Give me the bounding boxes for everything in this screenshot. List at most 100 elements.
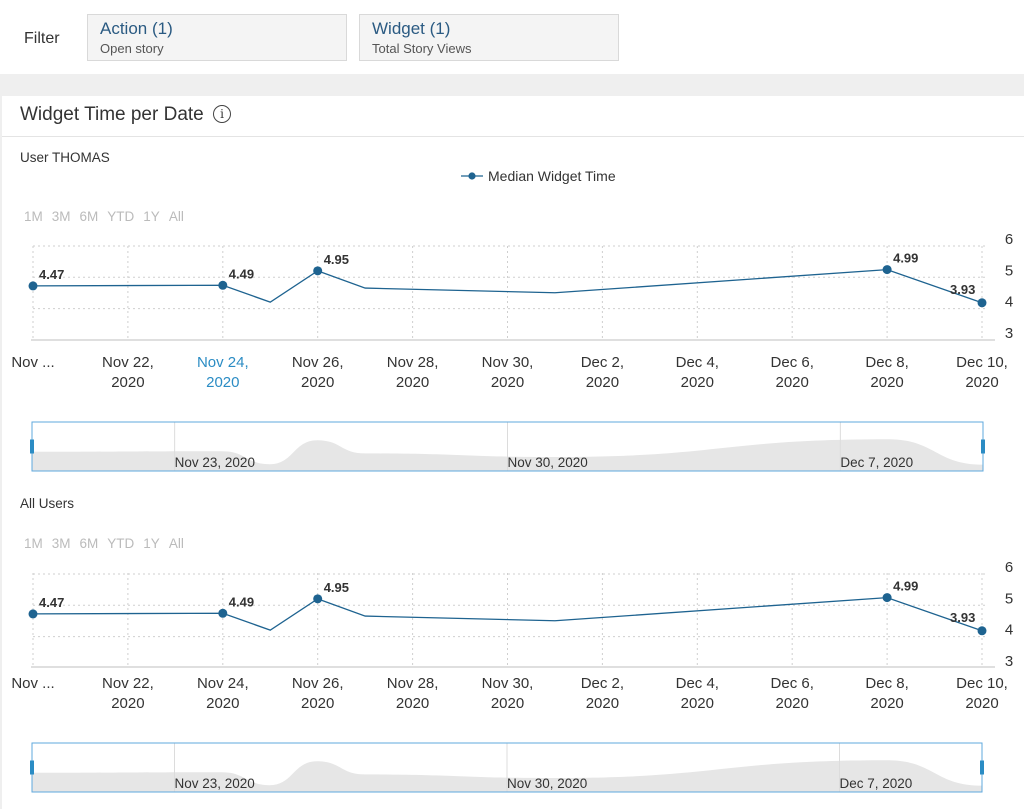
range-button-6m[interactable]: 6M [79, 209, 99, 224]
data-point [218, 608, 228, 618]
x-tick-label: Nov 24, [197, 354, 249, 371]
x-tick-label: 2020 [111, 374, 144, 391]
data-label: 4.99 [893, 251, 918, 266]
navigator-label: Dec 7, 2020 [840, 776, 913, 791]
range-button-ytd[interactable]: YTD [107, 209, 135, 224]
data-label: 3.93 [950, 282, 975, 297]
x-tick-label: Nov 30, [482, 354, 534, 371]
x-tick-label: 2020 [301, 695, 334, 712]
series-line [32, 596, 983, 632]
legend-line-marker-icon [461, 172, 483, 180]
data-point [28, 281, 38, 291]
x-tick-label: 2020 [206, 695, 239, 712]
data-point [882, 593, 892, 603]
x-tick-label: Nov ... [11, 675, 54, 692]
range-button-1y[interactable]: 1Y [143, 536, 160, 551]
range-button-1y[interactable]: 1Y [143, 209, 160, 224]
x-tick-label: 2020 [586, 695, 619, 712]
filter-chip-title: Action (1) [100, 19, 173, 38]
x-tick-label: 2020 [301, 374, 334, 391]
series-line [32, 268, 983, 304]
y-tick-label: 3 [1005, 653, 1013, 670]
range-button-1m[interactable]: 1M [24, 209, 43, 224]
navigator-label: Nov 23, 2020 [175, 455, 255, 470]
x-tick-label: Nov ... [11, 354, 54, 371]
data-point [313, 266, 323, 276]
x-tick-label: Nov 28, [387, 354, 439, 371]
range-button-all[interactable]: All [168, 209, 184, 224]
navigator-label: Nov 30, 2020 [508, 455, 588, 470]
x-tick-label: Dec 8, [865, 675, 908, 692]
x-tick-label: 2020 [776, 374, 809, 391]
chart-legend[interactable]: Median Widget Time [460, 168, 616, 184]
x-tick-label: 2020 [681, 374, 714, 391]
data-label: 4.47 [39, 267, 64, 282]
section-label-all-users: All Users [20, 496, 75, 511]
x-tick-label: 2020 [491, 695, 524, 712]
navigator-handle-right[interactable] [981, 439, 985, 454]
data-label: 3.93 [950, 610, 975, 625]
range-selector: 1M 3M 6M YTD 1Y All [24, 209, 193, 224]
legend-series-label: Median Widget Time [488, 168, 616, 184]
section-label-user: User THOMAS [20, 150, 110, 165]
x-tick-label: Dec 2, [581, 354, 624, 371]
navigator-handle-left[interactable] [30, 439, 34, 454]
range-button-6m[interactable]: 6M [79, 536, 99, 551]
y-tick-label: 6 [1005, 231, 1013, 248]
navigator-area [32, 760, 982, 792]
panel-title-text: Widget Time per Date [20, 104, 204, 125]
x-tick-label: Dec 6, [771, 354, 814, 371]
navigator-label: Nov 30, 2020 [507, 776, 587, 791]
panel-divider [2, 136, 1024, 137]
x-tick-label: 2020 [491, 374, 524, 391]
filter-bar: Filter Action (1) Open story Widget (1) … [0, 0, 1024, 74]
filter-chip-title: Widget (1) [372, 19, 451, 38]
x-tick-label: 2020 [965, 695, 998, 712]
x-tick-label: 2020 [206, 374, 239, 391]
data-point [882, 265, 892, 275]
x-tick-label: Dec 10, [956, 675, 1008, 692]
data-point [977, 626, 987, 636]
info-circle-icon[interactable]: i [213, 105, 232, 123]
range-button-all[interactable]: All [168, 536, 184, 551]
filter-chip-action[interactable]: Action (1) Open story [87, 14, 347, 61]
data-label: 4.95 [324, 252, 349, 267]
x-tick-label: Nov 30, [482, 675, 534, 692]
range-button-3m[interactable]: 3M [51, 209, 71, 224]
x-tick-label: Nov 28, [387, 675, 439, 692]
x-tick-label: Nov 22, [102, 354, 154, 371]
navigator-handle-left[interactable] [30, 760, 34, 775]
x-tick-label: Nov 22, [102, 675, 154, 692]
y-tick-label: 4 [1005, 294, 1013, 311]
data-label: 4.49 [229, 594, 254, 609]
data-label: 4.49 [229, 266, 254, 281]
x-tick-label: Nov 26, [292, 675, 344, 692]
data-label: 4.95 [324, 580, 349, 595]
filter-chip-widget[interactable]: Widget (1) Total Story Views [359, 14, 619, 61]
data-point [313, 594, 323, 604]
data-point [28, 609, 38, 619]
data-label: 4.47 [39, 595, 64, 610]
data-point [977, 298, 987, 308]
range-button-ytd[interactable]: YTD [107, 536, 135, 551]
navigator-handle-right[interactable] [980, 760, 984, 775]
navigator-area [32, 439, 983, 471]
y-tick-label: 5 [1005, 590, 1013, 607]
x-tick-label: 2020 [776, 695, 809, 712]
range-selector: 1M 3M 6M YTD 1Y All [24, 536, 193, 551]
y-tick-label: 4 [1005, 622, 1013, 639]
x-tick-label: 2020 [870, 374, 903, 391]
x-tick-label: 2020 [681, 695, 714, 712]
y-tick-label: 5 [1005, 262, 1013, 279]
x-tick-label: 2020 [111, 695, 144, 712]
range-button-3m[interactable]: 3M [51, 536, 71, 551]
filter-chip-subtitle: Total Story Views [372, 41, 472, 56]
x-tick-label: Dec 2, [581, 675, 624, 692]
navigator-label: Nov 23, 2020 [175, 776, 255, 791]
x-tick-label: 2020 [396, 374, 429, 391]
x-tick-label: Nov 26, [292, 354, 344, 371]
x-tick-label: Dec 6, [771, 675, 814, 692]
range-button-1m[interactable]: 1M [24, 536, 43, 551]
